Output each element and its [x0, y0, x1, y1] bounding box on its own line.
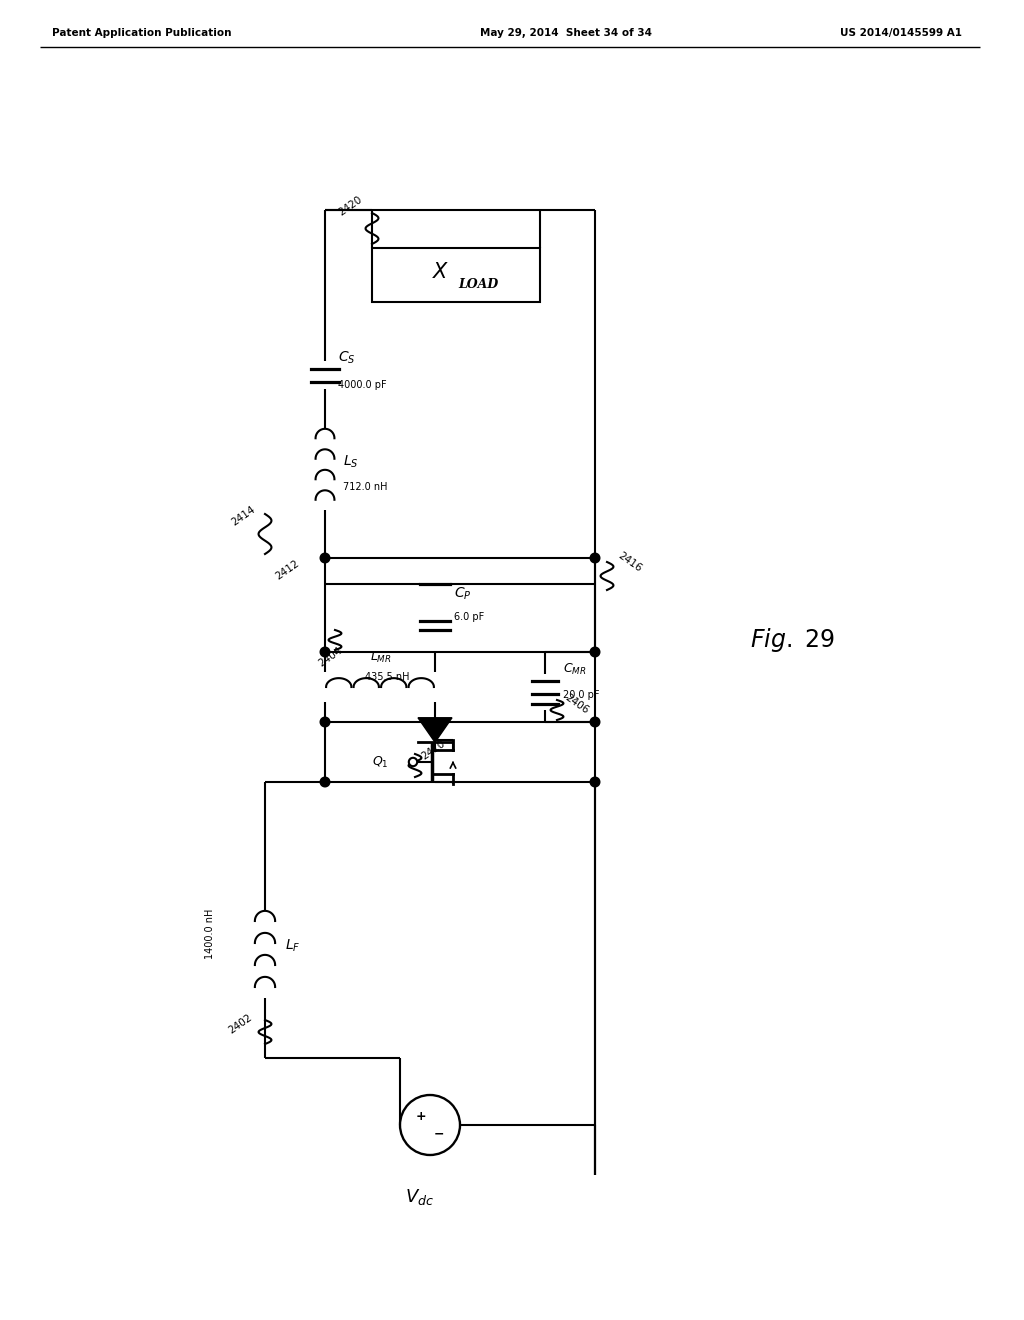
Text: Patent Application Publication: Patent Application Publication — [52, 28, 231, 38]
Text: $C_{MR}$: $C_{MR}$ — [563, 661, 587, 677]
Text: LOAD: LOAD — [458, 279, 498, 292]
Text: $L_{MR}$: $L_{MR}$ — [370, 649, 392, 664]
Text: 2404: 2404 — [316, 645, 344, 669]
Circle shape — [590, 553, 600, 562]
Bar — [372, 248, 540, 302]
Circle shape — [321, 647, 330, 657]
Text: 4000.0 pF: 4000.0 pF — [338, 380, 387, 389]
Text: 2412: 2412 — [273, 558, 301, 582]
Circle shape — [590, 777, 600, 787]
Polygon shape — [418, 718, 452, 742]
Text: $Q_1$: $Q_1$ — [372, 755, 388, 770]
Text: $V_{dc}$: $V_{dc}$ — [406, 1187, 434, 1206]
Text: May 29, 2014  Sheet 34 of 34: May 29, 2014 Sheet 34 of 34 — [480, 28, 652, 38]
Text: 2416: 2416 — [616, 550, 644, 574]
Text: US 2014/0145599 A1: US 2014/0145599 A1 — [840, 28, 962, 38]
Text: 2406: 2406 — [563, 693, 591, 715]
Circle shape — [409, 758, 417, 766]
Text: $L_S$: $L_S$ — [343, 454, 358, 470]
Circle shape — [321, 777, 330, 787]
Text: −: − — [434, 1127, 444, 1140]
Text: +: + — [416, 1110, 426, 1122]
Circle shape — [400, 1096, 460, 1155]
Text: $L_F$: $L_F$ — [285, 937, 300, 954]
Text: 2414: 2414 — [229, 504, 257, 528]
Circle shape — [321, 717, 330, 727]
Text: 20.0 pF: 20.0 pF — [563, 690, 599, 700]
Text: $X$: $X$ — [432, 261, 450, 282]
Text: 712.0 nH: 712.0 nH — [343, 482, 387, 492]
Circle shape — [321, 553, 330, 562]
Text: 6.0 pF: 6.0 pF — [454, 612, 484, 622]
Text: $C_S$: $C_S$ — [338, 350, 355, 366]
Text: 2402: 2402 — [226, 1012, 254, 1036]
Circle shape — [590, 717, 600, 727]
Text: $C_P$: $C_P$ — [454, 586, 471, 602]
Text: 1400.0 nH: 1400.0 nH — [205, 908, 215, 960]
Text: 2410: 2410 — [420, 738, 446, 762]
Text: 2420: 2420 — [336, 194, 364, 218]
Circle shape — [590, 647, 600, 657]
Text: $Fig.\ 29$: $Fig.\ 29$ — [750, 626, 835, 653]
Text: 435.5 nH: 435.5 nH — [365, 672, 410, 682]
